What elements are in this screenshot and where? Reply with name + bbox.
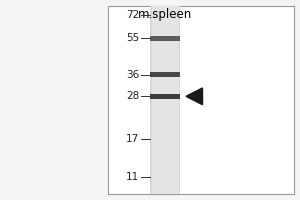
Text: 17: 17 <box>126 134 140 144</box>
Bar <box>150 6 180 194</box>
Text: 28: 28 <box>126 91 140 101</box>
Bar <box>150 94 180 99</box>
Text: 55: 55 <box>126 33 140 43</box>
Polygon shape <box>186 88 202 105</box>
Text: m.spleen: m.spleen <box>138 8 192 21</box>
Text: 11: 11 <box>126 172 140 182</box>
Text: 72: 72 <box>126 10 140 20</box>
Bar <box>152 6 178 194</box>
Text: 36: 36 <box>126 70 140 80</box>
Bar <box>150 36 180 41</box>
Bar <box>108 6 294 194</box>
Bar <box>150 72 180 77</box>
